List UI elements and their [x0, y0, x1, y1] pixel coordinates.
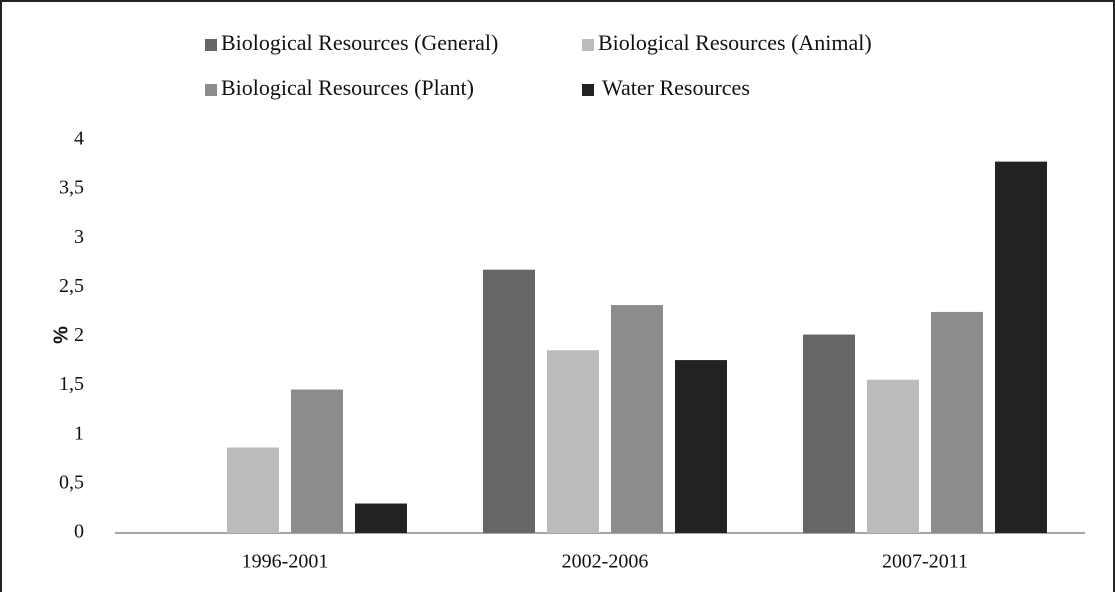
bar	[931, 311, 983, 533]
y-tick-label: 3	[74, 226, 84, 248]
bar	[867, 379, 919, 533]
x-tick-label: 2007-2011	[882, 551, 968, 573]
legend-label: Biological Resources (Plant)	[221, 75, 474, 100]
legend-swatch	[582, 84, 594, 96]
y-tick-label: 4	[74, 128, 84, 150]
bar	[227, 447, 279, 533]
legend-label: Biological Resources (General)	[221, 30, 498, 55]
legend-label: Biological Resources (Animal)	[598, 30, 872, 55]
bar	[547, 350, 599, 533]
y-tick-label: 0,5	[59, 471, 84, 493]
legend-swatch	[205, 39, 217, 51]
legend-swatch	[582, 39, 594, 51]
bar	[803, 334, 855, 533]
bar	[483, 269, 535, 533]
y-axis-label: %	[50, 326, 72, 344]
bar	[611, 305, 663, 533]
legend-swatch	[205, 84, 217, 96]
bar	[675, 360, 727, 533]
y-tick-label: 1	[74, 422, 84, 444]
y-tick-label: 2,5	[59, 275, 84, 297]
y-tick-label: 0	[74, 521, 84, 543]
bar	[291, 389, 343, 533]
legend-label: Water Resources	[602, 75, 750, 100]
bar	[995, 161, 1047, 534]
y-tick-label: 3,5	[59, 177, 84, 199]
y-tick-label: 2	[74, 324, 84, 346]
bar	[355, 503, 407, 533]
y-tick-label: 1,5	[59, 373, 84, 395]
x-tick-label: 1996-2001	[242, 551, 329, 573]
x-tick-label: 2002-2006	[562, 551, 649, 573]
